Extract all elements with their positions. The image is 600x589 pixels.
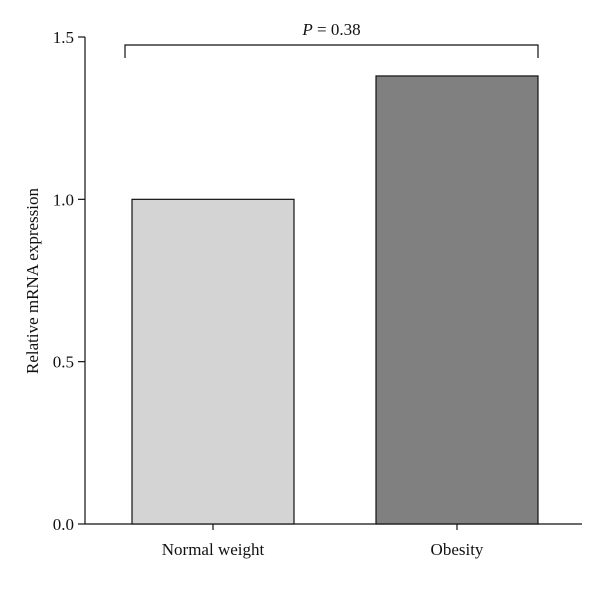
- y-tick-label: 1.5: [53, 28, 74, 47]
- significance-annotation: P = 0.38: [124, 20, 539, 58]
- p-value: = 0.38: [313, 20, 361, 39]
- y-tick-label: 0.5: [53, 353, 74, 372]
- significance-bracket: [124, 44, 539, 58]
- p-symbol: P: [301, 20, 312, 39]
- x-tick-label: Normal weight: [162, 540, 265, 559]
- bar: [375, 75, 539, 525]
- y-tick-label: 1.0: [53, 190, 74, 209]
- bars: Normal weight Obesity: [131, 75, 539, 559]
- y-tick-label: 0.0: [53, 515, 74, 534]
- y-axis-label: Relative mRNA expression: [23, 187, 42, 374]
- p-value-label: P = 0.38: [301, 20, 360, 39]
- x-tick-label: Obesity: [431, 540, 484, 559]
- bar: [131, 198, 295, 525]
